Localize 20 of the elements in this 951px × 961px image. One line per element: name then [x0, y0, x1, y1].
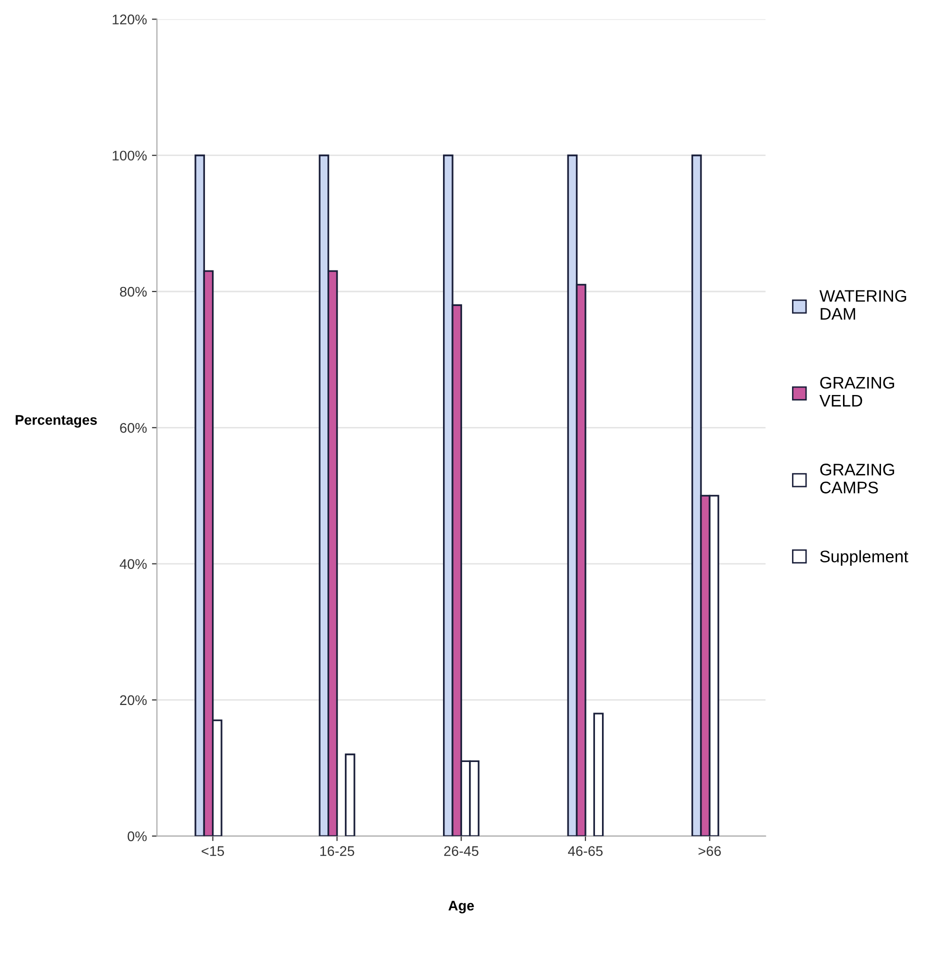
x-tick-label: >66	[698, 846, 721, 856]
bar	[593, 712, 604, 836]
y-tick-label: 40%	[120, 559, 147, 569]
x-tick-label: <15	[202, 846, 224, 856]
y-tick-label: 80%	[120, 286, 147, 297]
legend-label: WATERING DAM	[819, 290, 906, 320]
y-tick-label: 0%	[128, 831, 147, 842]
x-tick-label: 46-65	[568, 846, 603, 856]
x-axis-title: Age	[448, 900, 474, 914]
legend-label: Supplement	[820, 550, 908, 566]
y-tick-label: 60%	[120, 422, 147, 433]
y-axis-title: Percentages	[16, 415, 97, 428]
legend-label: GRAZING VELD	[819, 376, 894, 406]
x-tick-label: 16-25	[320, 846, 354, 856]
x-tick-label: 26-45	[444, 846, 478, 856]
bar	[344, 754, 356, 836]
y-tick-label: 20%	[120, 695, 147, 706]
y-tick-label: 100%	[112, 150, 147, 161]
legend-label: GRAZING CAMPS	[820, 464, 894, 494]
y-tick-label: 120%	[112, 14, 147, 24]
